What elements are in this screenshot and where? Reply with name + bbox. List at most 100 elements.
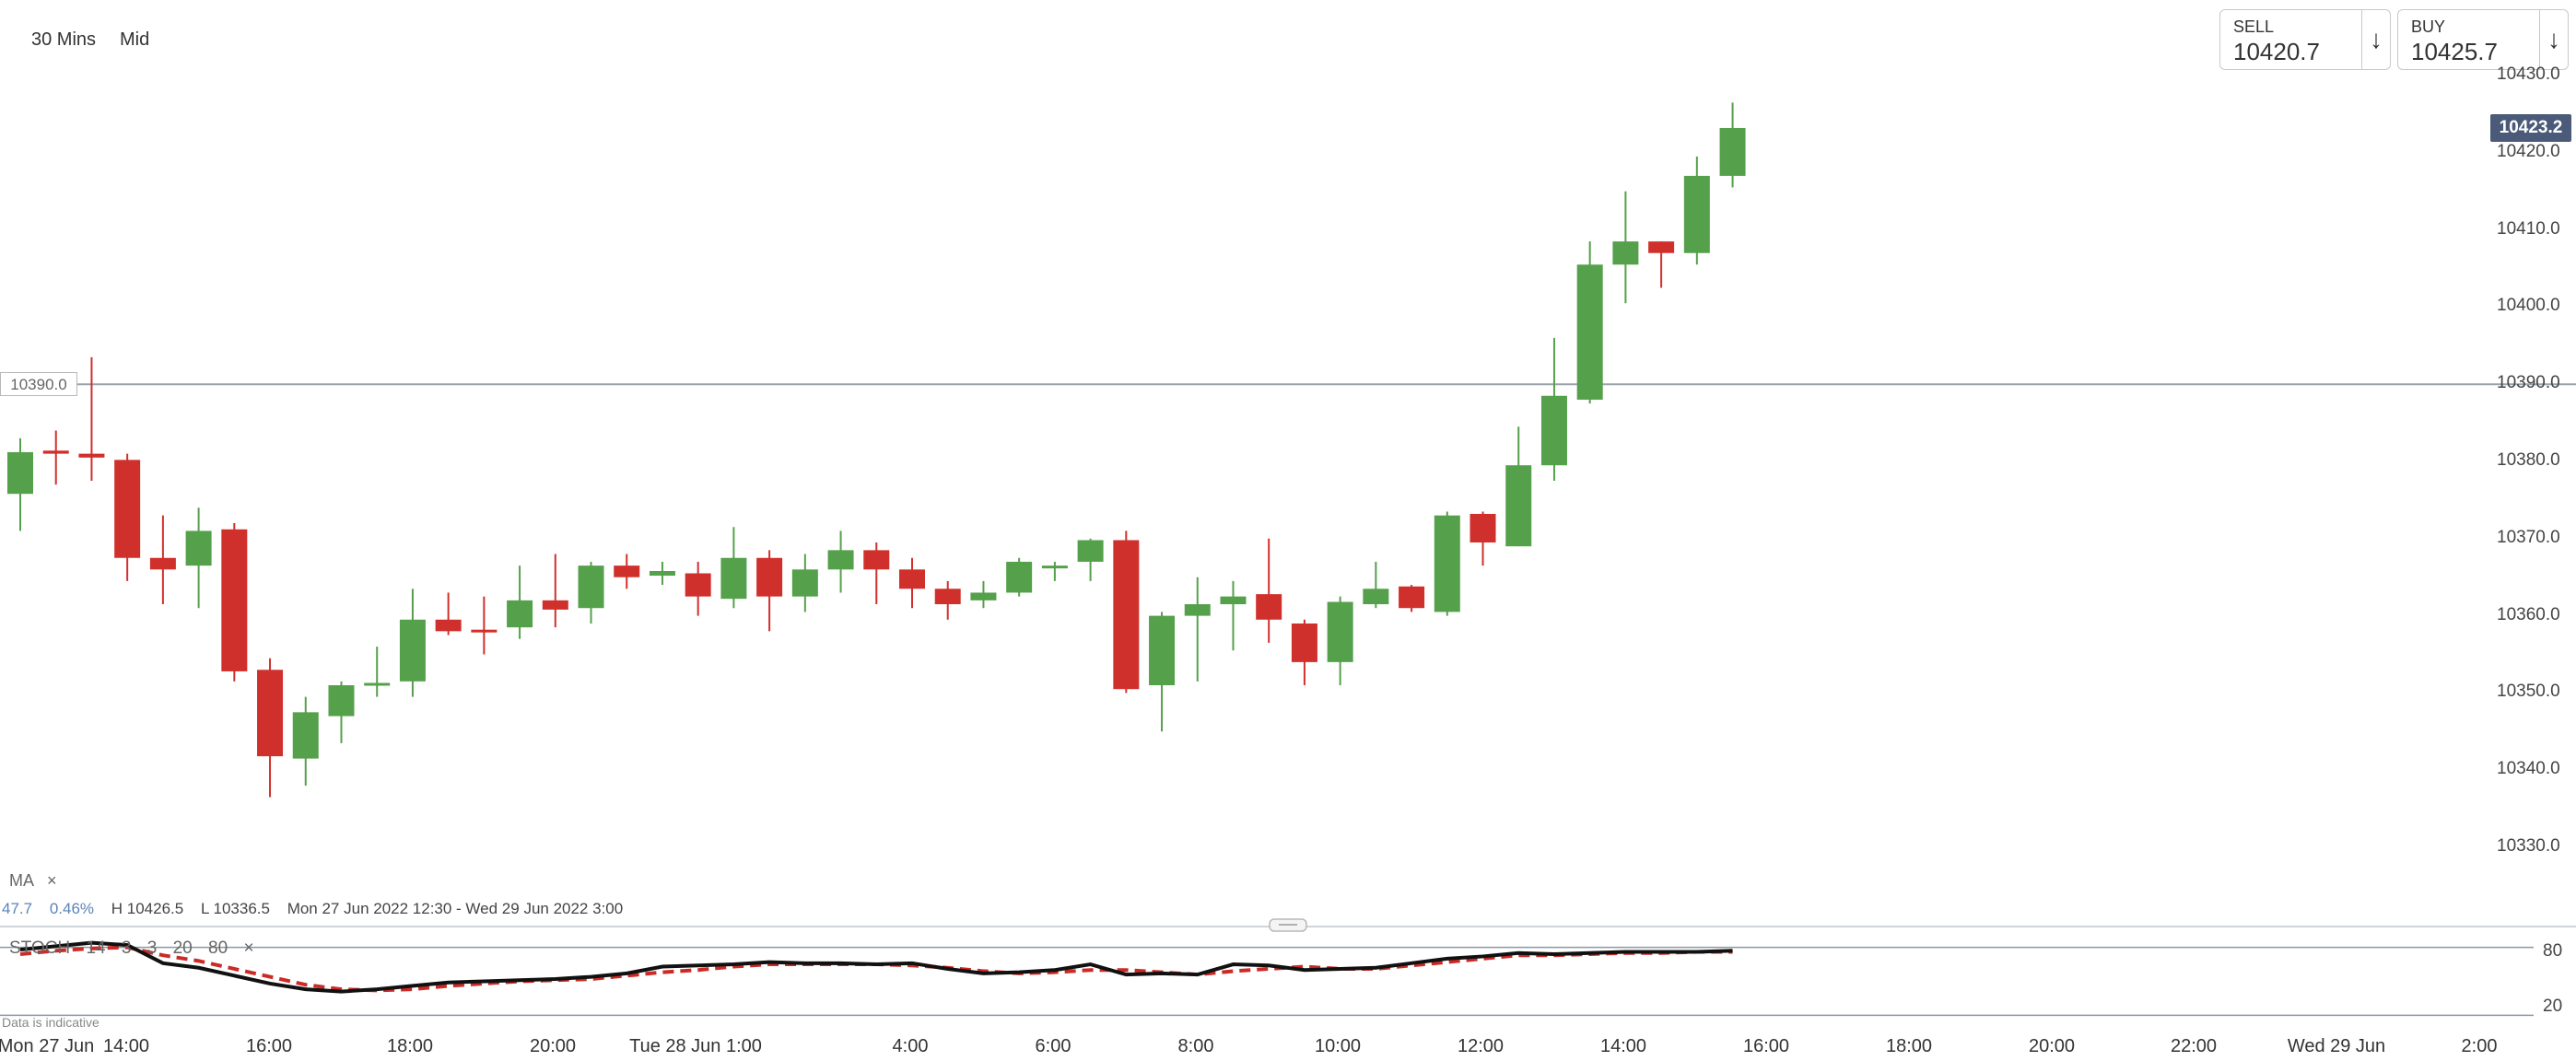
candle-body <box>1149 615 1176 686</box>
price-type-selector[interactable]: Mid <box>120 29 150 50</box>
candle <box>720 527 747 609</box>
candle-body <box>685 573 711 597</box>
candle <box>292 696 319 786</box>
date-range: Mon 27 Jun 2022 12:30 - Wed 29 Jun 2022 … <box>287 900 624 917</box>
candle <box>827 530 854 593</box>
candle <box>614 554 640 589</box>
candle <box>1505 426 1532 547</box>
time-tick-label: 14:00 <box>1599 1036 1647 1056</box>
candle <box>1256 538 1282 643</box>
candle-body <box>1399 586 1425 609</box>
candle-body <box>542 600 568 610</box>
time-tick-label: 20:00 <box>2028 1036 2076 1056</box>
price-tick-label: 10410.0 <box>2497 218 2560 239</box>
buy-arrow-icon[interactable]: ↓ <box>2539 10 2568 69</box>
candle <box>257 658 284 798</box>
ohlc-summary: 47.7 0.46% H 10426.5 L 10336.5 Mon 27 Ju… <box>2 900 636 918</box>
candle <box>1612 191 1639 304</box>
ma-remove-icon[interactable]: × <box>47 871 57 890</box>
time-tick-label: 10:00 <box>1314 1036 1362 1056</box>
candle-body <box>934 589 961 605</box>
buy-label: BUY <box>2411 17 2446 36</box>
candle-body <box>1363 589 1389 605</box>
time-tick-label: 18:00 <box>1885 1036 1933 1056</box>
candle-body <box>1184 604 1211 616</box>
candle-body <box>1220 596 1247 605</box>
stoch-level-high: 80 <box>2543 941 2563 961</box>
candle-body <box>1719 127 1746 176</box>
candle <box>685 561 711 616</box>
horizontal-line-label[interactable]: 10390.0 <box>0 372 77 397</box>
candle-body <box>863 550 890 570</box>
disclaimer-text: Data is indicative <box>2 1015 100 1030</box>
candle <box>399 589 426 697</box>
stoch-param: 14 <box>86 939 106 958</box>
candle-body <box>221 529 248 671</box>
sell-arrow-icon[interactable]: ↓ <box>2361 10 2390 69</box>
candle-body <box>1006 561 1033 593</box>
price-tick-label: 10370.0 <box>2497 527 2560 547</box>
candle <box>1291 619 1317 686</box>
time-tick-label: 8:00 <box>1177 1036 1214 1056</box>
candle-body <box>471 629 498 633</box>
candle <box>364 647 391 697</box>
candle-body <box>1540 395 1567 466</box>
candle-body <box>257 670 284 757</box>
price-tick-label: 10350.0 <box>2497 682 2560 702</box>
candle <box>114 453 141 581</box>
time-tick-label: 18:00 <box>386 1036 434 1056</box>
candle <box>1576 241 1603 404</box>
candle <box>1399 585 1425 612</box>
candle <box>1469 511 1496 566</box>
price-tick-label: 10340.0 <box>2497 759 2560 779</box>
sell-price: 10420.7 <box>2233 38 2320 65</box>
sell-button[interactable]: SELL 10420.7 ↓ <box>2219 9 2391 70</box>
candle-body <box>507 600 533 628</box>
candle <box>507 565 533 639</box>
candle-body <box>114 460 141 558</box>
candle <box>649 561 675 586</box>
stoch-k-line <box>19 940 1733 994</box>
candle <box>471 596 498 655</box>
candle <box>863 542 890 605</box>
price-tick-label: 10360.0 <box>2497 604 2560 624</box>
candle-body <box>7 451 33 495</box>
candle-body <box>720 557 747 600</box>
candle-body <box>1291 623 1317 662</box>
candle <box>1363 561 1389 609</box>
candle-body <box>1256 594 1282 620</box>
candle-body <box>42 450 69 454</box>
time-tick-label: 2:00 <box>2461 1036 2498 1056</box>
stoch-indicator-label: STOCH 14 3 3 20 80 × <box>9 939 254 959</box>
candle <box>1683 156 1710 265</box>
price-tick-label: 10400.0 <box>2497 296 2560 316</box>
candle <box>221 523 248 682</box>
candle <box>578 561 604 624</box>
change-value: 47.7 <box>2 900 33 917</box>
time-tick-label: 6:00 <box>1035 1036 1071 1056</box>
candle <box>78 356 105 481</box>
candle-body <box>1434 515 1460 612</box>
stoch-param: 80 <box>208 939 228 958</box>
candle <box>42 430 69 485</box>
ma-indicator-label: MA × <box>9 871 57 891</box>
change-percent: 0.46% <box>49 900 95 917</box>
price-tick-label: 10380.0 <box>2497 450 2560 470</box>
candle <box>791 554 818 612</box>
stoch-level-low: 20 <box>2543 997 2563 1016</box>
candle-body <box>1113 540 1140 690</box>
buy-button[interactable]: BUY 10425.7 ↓ <box>2397 9 2569 70</box>
candle <box>149 515 176 605</box>
current-price-badge: 10423.2 <box>2490 113 2571 142</box>
timeframe-selector[interactable]: 30 Mins <box>31 29 97 50</box>
candle-body <box>791 569 818 597</box>
candle <box>328 681 355 743</box>
price-tick-label: 10390.0 <box>2497 373 2560 393</box>
stoch-remove-icon[interactable]: × <box>243 939 254 958</box>
low-value: L 10336.5 <box>200 900 270 917</box>
candle-body <box>185 530 212 566</box>
candle-body <box>1576 264 1603 400</box>
candle-body <box>649 570 675 577</box>
candle-body <box>899 569 925 589</box>
